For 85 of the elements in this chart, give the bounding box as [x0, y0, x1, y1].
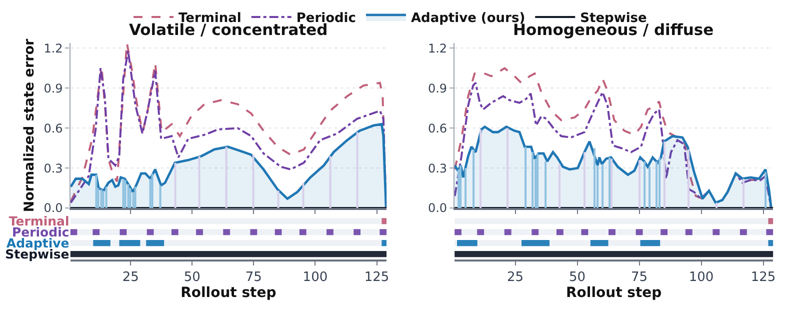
bar	[480, 129, 482, 208]
x-tick-label: 25	[507, 270, 524, 285]
bar	[105, 186, 108, 208]
bar	[658, 157, 661, 208]
x-tick-label: 125	[750, 270, 776, 285]
bar	[544, 161, 547, 208]
bar	[354, 229, 360, 236]
x-tick-label: 75	[631, 270, 648, 285]
bar	[464, 168, 467, 208]
legend-label: Stepwise	[580, 11, 648, 26]
bar	[584, 152, 586, 208]
bar	[326, 229, 334, 236]
bar	[151, 173, 154, 208]
y-tick-label: 1.2	[44, 41, 63, 56]
bar	[225, 146, 228, 208]
bar	[196, 229, 203, 236]
bar	[174, 162, 176, 208]
bar	[250, 229, 258, 236]
x-tick-label: 50	[569, 270, 586, 285]
bar	[472, 149, 475, 208]
bar	[124, 180, 126, 208]
bar	[102, 190, 104, 208]
bar	[356, 132, 358, 208]
bar	[458, 169, 460, 208]
bar	[299, 229, 306, 236]
bar	[129, 188, 132, 208]
y-tick-label: 1.2	[428, 41, 448, 56]
bar	[581, 229, 588, 236]
bar	[506, 128, 509, 208]
bar	[252, 154, 254, 208]
bar	[648, 166, 651, 208]
bar	[638, 160, 641, 208]
y-tick-label: 0.3	[44, 161, 63, 176]
bar	[274, 229, 282, 236]
bar	[223, 229, 230, 236]
bar	[159, 185, 162, 208]
bar	[712, 229, 720, 236]
bar	[536, 153, 539, 208]
bar	[277, 190, 280, 208]
y-tick-label: 0.9	[428, 81, 448, 96]
y-tick-label: 0.0	[428, 201, 448, 216]
bar	[524, 146, 527, 208]
bar	[594, 148, 596, 208]
bar	[685, 229, 692, 236]
bar	[302, 182, 304, 208]
x-axis-title: Rollout step	[566, 284, 662, 301]
x-tick-label: 75	[245, 270, 262, 285]
y-tick-label: 0.3	[428, 161, 448, 176]
bar	[768, 218, 774, 224]
y-tick-label: 0.9	[44, 81, 63, 96]
bar	[688, 149, 690, 208]
bar	[644, 161, 646, 208]
bar	[134, 186, 136, 208]
bar	[198, 156, 200, 208]
bar	[764, 172, 767, 208]
x-tick-label: 100	[688, 270, 714, 285]
bar	[95, 174, 98, 208]
bar	[558, 164, 561, 208]
bar	[660, 229, 668, 236]
bar	[742, 178, 745, 208]
bar	[716, 202, 718, 208]
bar	[636, 229, 643, 236]
y-axis-title: Normalized state error	[21, 38, 38, 212]
x-tick-label: 25	[122, 270, 139, 285]
bar	[382, 218, 387, 224]
x-tick-label: 125	[364, 270, 390, 285]
bar	[100, 189, 102, 208]
y-tick-label: 0.0	[44, 201, 63, 216]
bar	[656, 161, 658, 208]
bar	[608, 229, 616, 236]
x-tick-label: 100	[302, 270, 328, 285]
bar	[740, 229, 747, 236]
y-tick-label: 0.6	[44, 121, 63, 136]
x-tick-label: 50	[184, 270, 200, 285]
bar	[122, 178, 124, 208]
bar	[766, 229, 774, 236]
bar	[532, 152, 534, 208]
bar	[602, 164, 604, 208]
y-tick-label: 0.6	[428, 121, 448, 136]
bar	[380, 229, 387, 236]
bar	[329, 156, 332, 208]
bar	[171, 229, 178, 236]
x-axis-title: Rollout step	[180, 284, 276, 301]
bar	[664, 141, 666, 208]
bar	[460, 165, 462, 208]
